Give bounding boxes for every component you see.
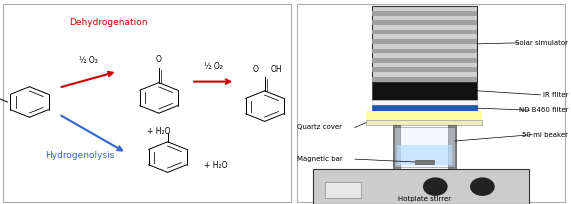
Text: ½ O₂: ½ O₂ xyxy=(204,62,223,71)
Bar xyxy=(366,120,482,125)
Bar xyxy=(372,105,477,111)
Text: OH: OH xyxy=(271,65,282,74)
Bar xyxy=(372,82,477,100)
Circle shape xyxy=(471,178,494,195)
Bar xyxy=(393,125,400,169)
Bar xyxy=(324,182,360,198)
Bar xyxy=(366,111,482,120)
Text: O: O xyxy=(253,65,259,74)
Bar xyxy=(415,160,434,164)
Bar xyxy=(394,127,455,167)
Text: Solar simulator: Solar simulator xyxy=(515,40,568,46)
Bar xyxy=(372,77,477,82)
Bar xyxy=(372,49,477,53)
Text: Hotplate stirrer: Hotplate stirrer xyxy=(397,196,451,202)
Bar xyxy=(372,100,477,105)
Bar xyxy=(372,6,477,82)
Text: Magnetic bar: Magnetic bar xyxy=(297,156,343,162)
Text: + H₂O: + H₂O xyxy=(147,128,171,136)
Bar xyxy=(372,58,477,63)
Circle shape xyxy=(424,178,447,195)
Bar xyxy=(313,169,529,204)
Bar xyxy=(448,125,456,169)
Bar xyxy=(372,20,477,25)
Text: Quartz cover: Quartz cover xyxy=(297,124,342,131)
Bar xyxy=(396,145,452,165)
Text: 50 ml beaker: 50 ml beaker xyxy=(522,132,568,138)
Text: O: O xyxy=(156,55,162,64)
Bar xyxy=(372,39,477,44)
Bar xyxy=(372,30,477,34)
Text: IR filter: IR filter xyxy=(543,92,568,98)
Text: Dehydrogenation: Dehydrogenation xyxy=(70,18,148,27)
Bar xyxy=(372,68,477,72)
Text: + H₂O: + H₂O xyxy=(204,161,228,170)
Text: ½ O₂: ½ O₂ xyxy=(79,56,98,65)
Text: ND B460 filter: ND B460 filter xyxy=(518,107,568,113)
Text: Hydrogenolysis: Hydrogenolysis xyxy=(45,151,114,160)
Bar xyxy=(372,11,477,16)
